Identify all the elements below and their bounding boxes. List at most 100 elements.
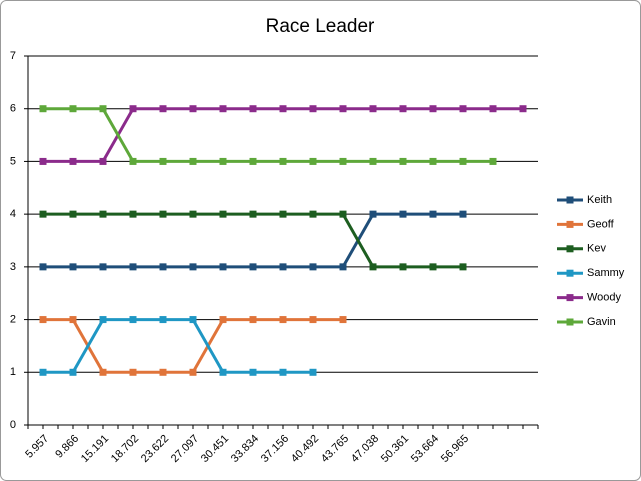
legend-marker — [566, 269, 574, 277]
legend-marker — [566, 220, 574, 228]
marker — [129, 316, 137, 324]
marker — [459, 105, 467, 113]
marker — [99, 368, 107, 376]
marker — [279, 368, 287, 376]
legend-label: Gavin — [587, 316, 616, 328]
legend-label: Sammy — [587, 267, 625, 279]
marker — [489, 105, 497, 113]
marker — [129, 263, 137, 271]
marker — [39, 263, 47, 271]
marker — [159, 157, 167, 165]
marker — [279, 157, 287, 165]
marker — [429, 210, 437, 218]
marker — [219, 105, 227, 113]
marker — [249, 105, 257, 113]
marker — [69, 210, 77, 218]
marker — [309, 368, 317, 376]
marker — [279, 210, 287, 218]
series-line — [43, 318, 313, 374]
y-tick-label: 1 — [10, 366, 16, 378]
marker — [369, 105, 377, 113]
marker — [369, 157, 377, 165]
marker — [39, 210, 47, 218]
legend-marker — [566, 245, 574, 253]
marker — [309, 105, 317, 113]
legend-label: Geoff — [587, 218, 615, 230]
marker — [69, 368, 77, 376]
marker — [339, 210, 347, 218]
y-tick-label: 2 — [10, 313, 16, 325]
y-tick-label: 6 — [10, 103, 16, 115]
marker — [39, 368, 47, 376]
marker — [129, 105, 137, 113]
marker — [429, 105, 437, 113]
marker — [39, 105, 47, 113]
marker — [189, 368, 197, 376]
legend-marker — [566, 318, 574, 326]
marker — [339, 157, 347, 165]
marker — [429, 263, 437, 271]
marker — [219, 157, 227, 165]
marker — [219, 210, 227, 218]
legend-label: Kev — [587, 243, 606, 255]
marker — [129, 157, 137, 165]
marker — [159, 210, 167, 218]
marker — [99, 210, 107, 218]
marker — [159, 105, 167, 113]
marker — [189, 263, 197, 271]
chart-title: Race Leader — [266, 16, 375, 37]
marker — [309, 316, 317, 324]
marker — [69, 105, 77, 113]
marker — [279, 105, 287, 113]
marker — [249, 210, 257, 218]
marker — [69, 157, 77, 165]
series-line — [43, 107, 493, 163]
marker — [249, 157, 257, 165]
y-tick-label: 3 — [10, 261, 16, 273]
marker — [39, 157, 47, 165]
marker — [399, 105, 407, 113]
marker — [99, 263, 107, 271]
marker — [459, 263, 467, 271]
marker — [219, 368, 227, 376]
marker — [459, 157, 467, 165]
marker — [129, 210, 137, 218]
marker — [69, 316, 77, 324]
marker — [99, 157, 107, 165]
marker — [369, 210, 377, 218]
legend-label: Keith — [587, 194, 612, 206]
marker — [219, 263, 227, 271]
marker — [39, 316, 47, 324]
y-tick-label: 0 — [10, 419, 16, 431]
marker — [489, 157, 497, 165]
marker — [459, 210, 467, 218]
marker — [159, 368, 167, 376]
legend-label: Woody — [587, 292, 622, 304]
marker — [519, 105, 527, 113]
marker — [309, 263, 317, 271]
marker — [339, 263, 347, 271]
marker — [369, 263, 377, 271]
marker — [399, 157, 407, 165]
y-tick-label: 4 — [10, 208, 16, 220]
marker — [249, 263, 257, 271]
y-tick-label: 7 — [10, 50, 16, 62]
marker — [129, 368, 137, 376]
marker — [399, 210, 407, 218]
marker — [189, 105, 197, 113]
marker — [249, 368, 257, 376]
marker — [189, 210, 197, 218]
marker — [159, 263, 167, 271]
marker — [279, 316, 287, 324]
marker — [339, 105, 347, 113]
marker — [279, 263, 287, 271]
marker — [219, 316, 227, 324]
marker — [69, 263, 77, 271]
marker — [189, 316, 197, 324]
y-tick-label: 5 — [10, 155, 16, 167]
marker — [339, 316, 347, 324]
marker — [309, 157, 317, 165]
marker — [99, 316, 107, 324]
